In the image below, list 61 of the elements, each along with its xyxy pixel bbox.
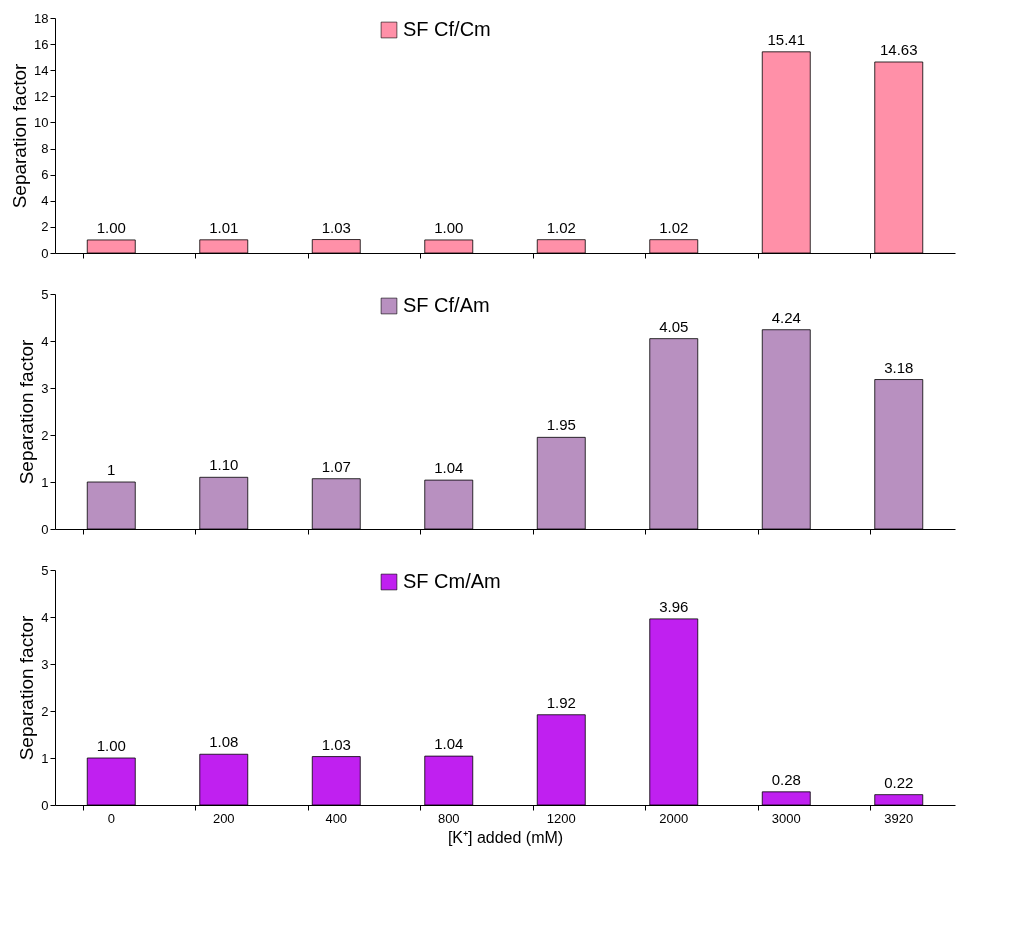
- data-label: 1.10: [209, 456, 239, 474]
- y-axis-title: Separation factor: [16, 338, 38, 485]
- y-tick-label: 4: [41, 609, 49, 625]
- x-tick-label: 0: [107, 810, 115, 826]
- data-label: 1.02: [546, 218, 576, 236]
- y-tick-label: 0: [41, 521, 49, 537]
- x-axis-title: [K⁺] added (mM): [447, 828, 564, 846]
- x-tick-label: 200: [212, 810, 235, 826]
- y-tick-label: 4: [41, 193, 49, 209]
- y-tick-label: 1: [41, 750, 49, 766]
- y-tick-label: 12: [34, 88, 49, 104]
- y-axis-title: Separation factor: [16, 614, 38, 761]
- y-axis-title: Separation factor: [9, 62, 31, 209]
- x-tick-label: 2000: [659, 810, 689, 826]
- data-label: 1.07: [321, 457, 351, 475]
- data-label: 1.02: [659, 218, 689, 236]
- y-tick-label: 0: [41, 245, 49, 261]
- x-tick-label: 3000: [771, 810, 801, 826]
- y-tick-label: 4: [41, 333, 49, 349]
- data-label: 14.63: [879, 41, 918, 58]
- data-label: 1.00: [96, 737, 126, 754]
- data-label: 4.05: [659, 317, 689, 335]
- y-tick-label: 6: [41, 167, 49, 183]
- data-label: 1.03: [321, 218, 351, 236]
- data-label: 1.92: [546, 693, 576, 711]
- y-tick-label: 8: [41, 141, 49, 157]
- y-tick-label: 3: [41, 380, 49, 396]
- legend-label: SF Cf/Am: [403, 294, 490, 316]
- data-label: 1.04: [434, 459, 464, 477]
- data-label: 1.08: [209, 733, 239, 751]
- data-label: 0.28: [771, 770, 801, 788]
- data-label: 1.03: [321, 735, 351, 753]
- data-label: 1: [107, 461, 116, 478]
- x-tick-label: 3920: [884, 810, 914, 826]
- data-label: 4.24: [771, 308, 801, 326]
- y-tick-label: 14: [34, 62, 49, 78]
- y-tick-label: 16: [34, 36, 49, 52]
- data-label: 1.95: [546, 416, 576, 434]
- legend-label: SF Cm/Am: [403, 570, 501, 592]
- y-tick-label: 2: [41, 427, 49, 443]
- data-label: 3.96: [659, 597, 689, 615]
- y-tick-label: 2: [41, 703, 49, 719]
- y-tick-label: 18: [34, 10, 49, 26]
- x-tick-label: 400: [325, 810, 348, 826]
- data-label: 15.41: [767, 30, 806, 48]
- y-tick-label: 0: [41, 797, 49, 813]
- data-label: 1.00: [434, 218, 464, 236]
- data-label: 1.01: [209, 218, 239, 236]
- data-label: 0.22: [884, 773, 914, 791]
- y-tick-label: 5: [41, 286, 49, 302]
- y-tick-label: 10: [34, 114, 49, 130]
- y-tick-label: 5: [41, 562, 49, 578]
- data-label: 1.04: [434, 735, 464, 753]
- y-tick-label: 3: [41, 656, 49, 672]
- x-tick-label: 800: [437, 810, 460, 826]
- legend-label: SF Cf/Cm: [403, 18, 491, 40]
- data-label: 1.00: [96, 218, 126, 236]
- y-tick-label: 1: [41, 474, 49, 490]
- x-tick-label: 1200: [546, 810, 576, 826]
- data-label: 3.18: [884, 358, 914, 376]
- y-tick-label: 2: [41, 219, 49, 235]
